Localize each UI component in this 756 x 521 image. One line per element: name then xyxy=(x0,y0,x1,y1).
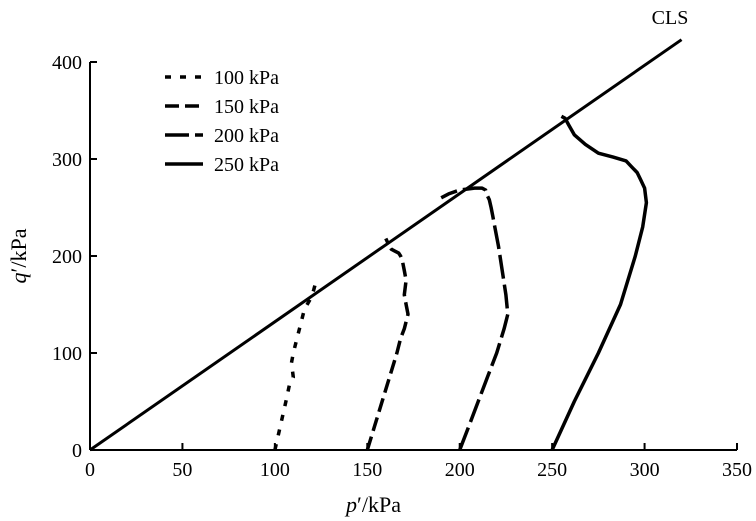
x-tick-label: 150 xyxy=(352,459,382,481)
y-axis-title: q′/kPa xyxy=(6,228,31,283)
axes xyxy=(89,62,737,451)
x-tick-label: 50 xyxy=(172,459,192,481)
y-axis-ticks: 0 100 200 300 400 xyxy=(52,52,97,462)
x-tick-label: 0 xyxy=(85,459,95,481)
y-tick-label: 400 xyxy=(52,52,82,74)
legend: 100 kPa 150 kPa 200 kPa 250 kPa xyxy=(165,67,279,176)
x-axis-title: p′/kPa xyxy=(344,492,401,517)
series-line-250-kpa xyxy=(550,114,649,451)
x-tick-label: 250 xyxy=(537,459,567,481)
series-line-100-kpa xyxy=(273,282,318,451)
x-tick-label: 200 xyxy=(445,459,475,481)
y-tick-label: 200 xyxy=(52,246,82,268)
series-line-200-kpa xyxy=(440,186,510,451)
cls-annotation: CLS xyxy=(652,7,689,29)
y-tick-label: 0 xyxy=(72,440,82,462)
x-tick-label: 100 xyxy=(260,459,290,481)
series-line-150-kpa xyxy=(365,237,410,451)
x-axis-ticks: 0 50 100 150 200 250 300 350 xyxy=(85,443,752,481)
legend-label: 150 kPa xyxy=(214,96,279,118)
x-tick-label: 300 xyxy=(630,459,660,481)
plot-lines xyxy=(89,38,683,452)
y-tick-label: 300 xyxy=(52,149,82,171)
cls-line xyxy=(89,38,683,452)
legend-label: 200 kPa xyxy=(214,125,279,147)
legend-label: 100 kPa xyxy=(214,67,279,89)
legend-label: 250 kPa xyxy=(214,154,279,176)
x-tick-label: 350 xyxy=(722,459,752,481)
y-tick-label: 100 xyxy=(52,343,82,365)
